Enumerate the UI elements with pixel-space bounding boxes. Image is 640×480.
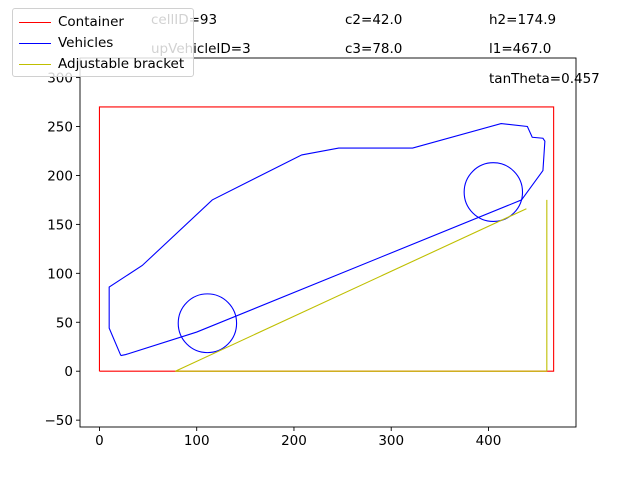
y-tick-label: 250	[47, 120, 73, 136]
y-tick-label: 150	[47, 217, 73, 233]
legend-swatch-vehicles	[19, 43, 51, 44]
legend-label-container: Container	[58, 14, 124, 30]
y-tick-label: 0	[64, 364, 73, 380]
annotation-c3: c3=78.0	[345, 41, 403, 57]
axes-frame	[79, 57, 577, 428]
annotation-c2: c2=42.0	[345, 12, 403, 28]
series-vehicles-wheel-3	[463, 162, 524, 223]
annotation-l1: l1=467.0	[489, 41, 552, 57]
x-tick-label: 400	[476, 433, 502, 449]
y-tick-label: 50	[56, 315, 73, 331]
legend: Container Vehicles Adjustable bracket	[12, 8, 194, 77]
legend-item-adjustable-bracket: Adjustable bracket	[13, 54, 193, 74]
series-layer	[98, 106, 555, 372]
legend-label-vehicles: Vehicles	[58, 35, 114, 51]
y-tick-label: −50	[45, 413, 74, 429]
legend-label-adjustable-bracket: Adjustable bracket	[58, 56, 185, 72]
legend-item-container: Container	[13, 12, 193, 32]
x-tick-label: 300	[378, 433, 404, 449]
x-tick-label: 200	[281, 433, 307, 449]
series-vehicles-line-1	[108, 123, 546, 357]
legend-swatch-container	[19, 22, 51, 23]
x-axis-ticks: 0 100 200 300 400	[95, 427, 501, 449]
legend-item-vehicles: Vehicles	[13, 33, 193, 53]
legend-swatch-adjustable-bracket	[19, 64, 51, 65]
series-container-line-0	[98, 106, 555, 372]
annotation-h2: h2=174.9	[489, 12, 557, 28]
series-vehicles-wheel-2	[177, 293, 238, 354]
series-adjustable-bracket-line-4	[175, 208, 527, 372]
x-tick-label: 0	[95, 433, 104, 449]
annotation-tantheta: tanTheta=0.457	[489, 71, 600, 87]
x-tick-label: 100	[184, 433, 210, 449]
y-tick-label: 200	[47, 168, 73, 184]
y-tick-label: 100	[47, 266, 73, 282]
